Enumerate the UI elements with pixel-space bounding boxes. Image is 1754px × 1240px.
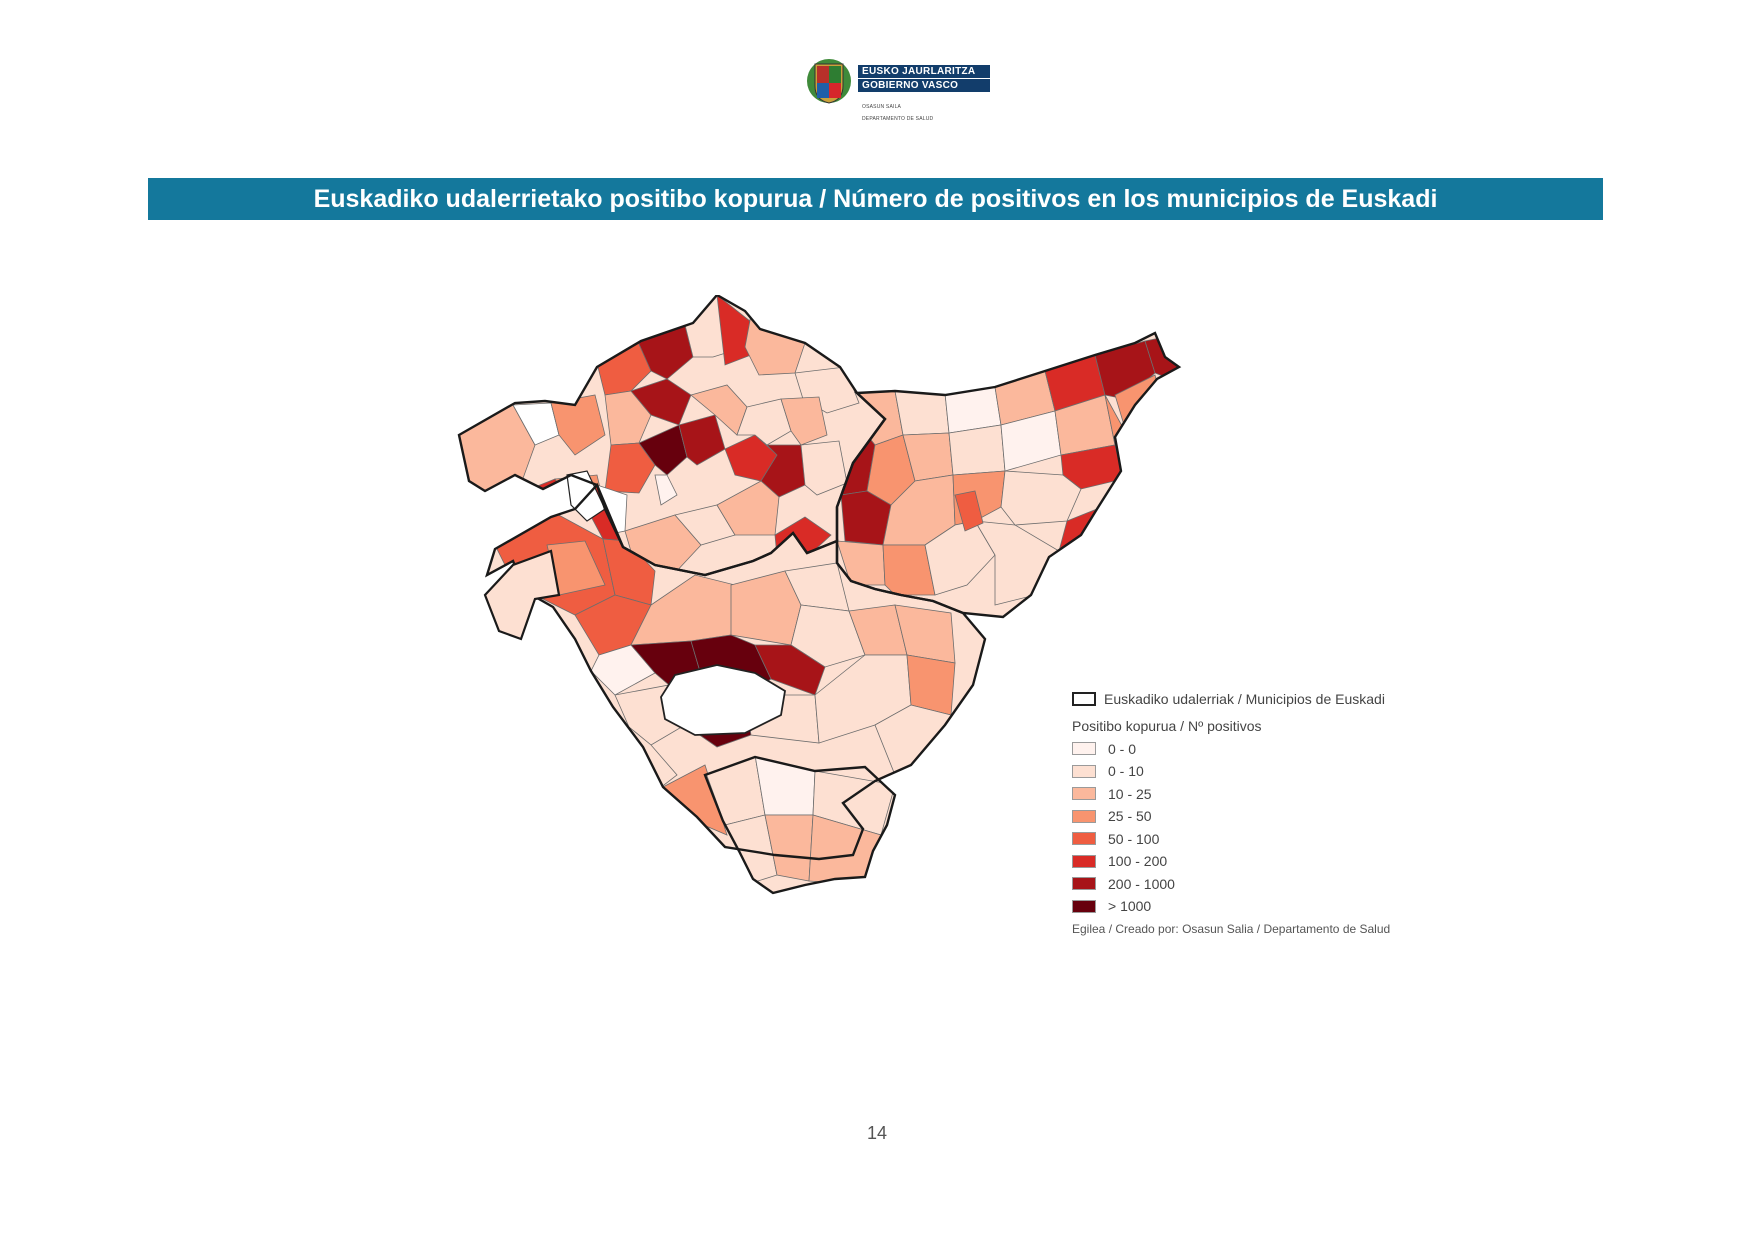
legend-outline-entry: Euskadiko udalerriak / Municipios de Eus…: [1072, 688, 1402, 711]
logo-dept-basque: OSASUN SAILA: [862, 104, 902, 110]
legend-swatch: [1072, 787, 1096, 801]
logo-line-spanish: GOBIERNO VASCO: [858, 79, 990, 92]
legend-class-item: 0 - 10: [1072, 760, 1402, 783]
logo-line-basque: EUSKO JAURLARITZA: [858, 65, 990, 78]
legend-class-item: 25 - 50: [1072, 805, 1402, 828]
legend-class-label: 100 - 200: [1108, 853, 1168, 870]
legend-classes: 0 - 0 0 - 10 10 - 25 25 - 50 50 - 100 100 - 2…: [1072, 738, 1402, 918]
legend-swatch: [1072, 809, 1096, 823]
legend-class-item: 10 - 25: [1072, 783, 1402, 806]
legend-class-label: 25 - 50: [1108, 808, 1152, 825]
legend-class-label: 0 - 0: [1108, 740, 1137, 757]
legend-class-item: 50 - 100: [1072, 828, 1402, 851]
legend-class-item: > 1000: [1072, 895, 1402, 918]
legend-swatch: [1072, 877, 1096, 891]
legend-class-item: 100 - 200: [1072, 850, 1402, 873]
map-legend: Euskadiko udalerriak / Municipios de Eus…: [1072, 688, 1402, 936]
logo-dept-spanish: DEPARTAMENTO DE SALUD: [862, 116, 934, 122]
map-credit: Egilea / Creado por: Osasun Salia / Depa…: [1072, 921, 1391, 936]
legend-outline-swatch: [1072, 692, 1096, 707]
gobierno-vasco-logo: EUSKO JAURLARITZA GOBIERNO VASCO OSASUN …: [806, 56, 996, 126]
legend-swatch: [1072, 832, 1096, 846]
legend-class-label: 200 - 1000: [1108, 875, 1175, 892]
legend-swatch: [1072, 764, 1096, 778]
legend-class-label: 0 - 10: [1108, 763, 1144, 780]
choropleth-map: [457, 295, 1181, 895]
legend-class-label: 10 - 25: [1108, 785, 1152, 802]
legend-class-item: 0 - 0: [1072, 738, 1402, 761]
legend-swatch: [1072, 854, 1096, 868]
page-number: 14: [866, 1123, 888, 1143]
legend-swatch: [1072, 899, 1096, 913]
coat-of-arms-icon: [807, 59, 851, 104]
legend-outline-label: Euskadiko udalerriak / Municipios de Eus…: [1104, 691, 1385, 708]
legend-class-label: > 1000: [1108, 898, 1152, 915]
page-title: Euskadiko udalerrietako positibo kopurua…: [148, 178, 1603, 220]
legend-class-label: 50 - 100: [1108, 830, 1160, 847]
legend-heading: Positibo kopurua / Nº positivos: [1072, 717, 1262, 734]
legend-class-item: 200 - 1000: [1072, 873, 1402, 896]
legend-swatch: [1072, 742, 1096, 756]
